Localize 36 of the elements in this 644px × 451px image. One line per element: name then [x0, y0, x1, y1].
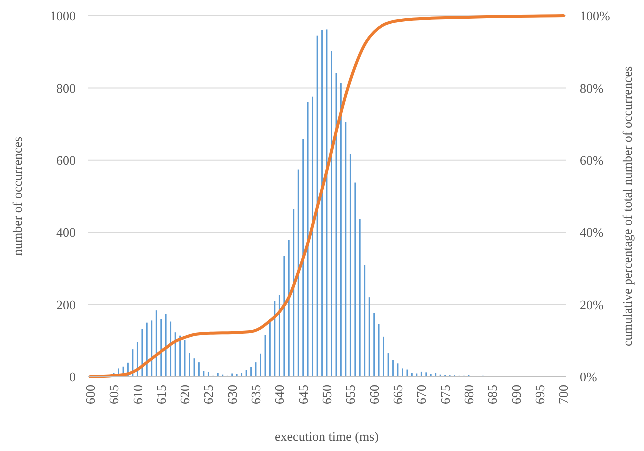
y2-tick-label: 20% — [580, 297, 604, 312]
y2-axis-title: cumulative percentage of total number of occurrences — [620, 66, 635, 347]
x-tick-label: 630 — [224, 385, 240, 404]
x-tick-label: 620 — [178, 385, 193, 404]
y-axis-title: number of occurrences — [10, 136, 25, 256]
y-tick-label: 400 — [56, 225, 76, 240]
x-tick-label: 660 — [366, 385, 382, 404]
y-tick-label: 0 — [70, 370, 76, 385]
x-tick-label: 640 — [272, 385, 288, 404]
y2-tick-label: 0% — [580, 370, 598, 385]
x-tick-label: 610 — [130, 385, 146, 404]
x-axis-title: execution time (ms) — [275, 429, 379, 444]
x-tick-label: 700 — [556, 385, 572, 404]
y2-tick-label: 80% — [580, 80, 604, 96]
y-tick-label: 200 — [56, 297, 76, 312]
y-tick-label: 800 — [56, 80, 76, 96]
x-tick-label: 645 — [296, 385, 311, 404]
y-tick-label: 600 — [56, 152, 76, 168]
y2-tick-label: 60% — [580, 152, 604, 168]
x-tick-label: 680 — [462, 385, 477, 404]
x-tick-label: 600 — [82, 385, 98, 404]
x-tick-label: 655 — [343, 385, 358, 404]
x-tick-label: 650 — [320, 385, 335, 404]
x-tick-label: 625 — [201, 385, 216, 404]
x-tick-label: 690 — [508, 385, 524, 404]
x-tick-label: 685 — [485, 385, 500, 404]
x-tick-label: 605 — [106, 385, 122, 404]
x-tick-label: 695 — [532, 385, 548, 404]
y2-tick-label: 100% — [580, 8, 610, 24]
y-tick-label: 1000 — [50, 8, 76, 24]
x-tick-label: 665 — [390, 385, 406, 404]
y2-tick-label: 40% — [580, 225, 604, 240]
x-tick-label: 635 — [248, 385, 264, 404]
x-tick-label: 615 — [154, 385, 169, 404]
x-tick-label: 675 — [438, 385, 453, 404]
x-tick-label: 670 — [414, 385, 430, 404]
